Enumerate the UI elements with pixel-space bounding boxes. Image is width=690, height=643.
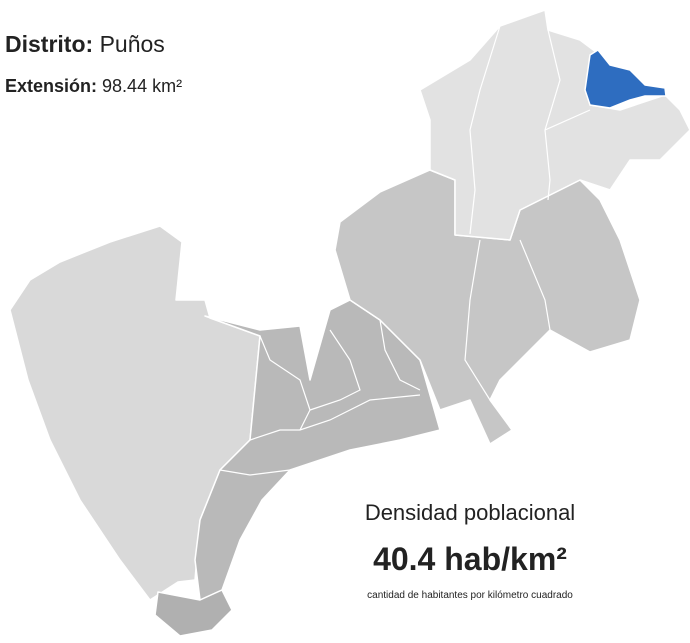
region-south [154,589,233,637]
border [249,394,421,441]
extension-value: 98.44 km² [102,76,182,96]
region-center [194,299,441,601]
region-punos [584,49,667,109]
district-value: Puños [100,31,165,57]
district: Distrito: Puños [5,31,165,57]
border [464,239,491,401]
border [219,469,291,476]
density-note: cantidad de habitantes por kilómetro cua… [367,590,573,601]
border [379,319,421,391]
border [544,109,591,131]
extension: Extensión: 98.44 km² [5,76,182,96]
border [259,335,311,431]
density-value: 40.4 hab/km² [373,541,567,577]
extension-label: Extensión: [5,76,97,96]
density-title: Densidad poblacional [365,500,575,525]
district-label: Distrito: [5,31,93,57]
border [519,239,551,331]
map [9,9,690,637]
border [469,25,501,235]
border [309,329,361,411]
